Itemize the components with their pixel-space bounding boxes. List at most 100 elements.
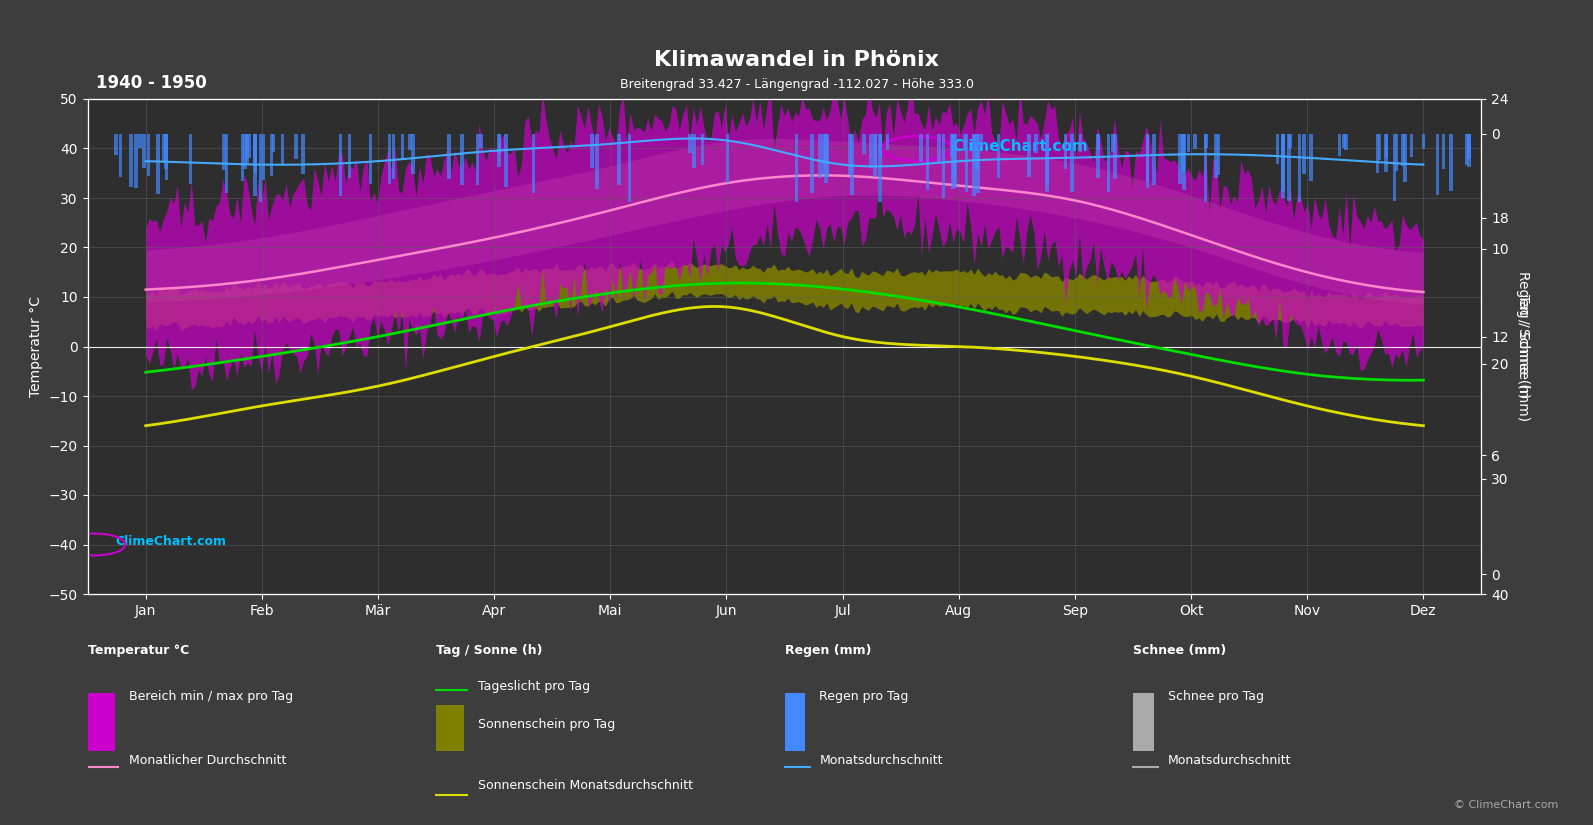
Text: © ClimeChart.com: © ClimeChart.com <box>1454 800 1558 810</box>
Y-axis label: Regen / Schnee (mm): Regen / Schnee (mm) <box>1515 271 1529 422</box>
Bar <box>188 134 193 185</box>
Bar <box>1112 134 1115 153</box>
Bar <box>726 134 730 183</box>
Bar <box>1343 134 1346 148</box>
Bar <box>997 134 1000 178</box>
Bar <box>1281 134 1286 150</box>
Bar <box>628 134 631 202</box>
Y-axis label: Tag / Sonne (h): Tag / Sonne (h) <box>1517 295 1529 398</box>
Bar <box>448 134 451 179</box>
Bar <box>1096 134 1101 149</box>
Bar <box>1402 134 1405 166</box>
Bar <box>1309 134 1313 182</box>
Bar <box>1064 134 1067 169</box>
Text: ClimeChart.com: ClimeChart.com <box>953 139 1088 153</box>
Bar <box>244 134 247 169</box>
Bar <box>851 134 854 195</box>
Bar <box>1410 134 1413 158</box>
Text: Monatlicher Durchschnitt: Monatlicher Durchschnitt <box>129 754 287 767</box>
Bar <box>1145 134 1150 188</box>
Bar <box>862 134 867 154</box>
Bar <box>241 134 244 182</box>
Bar <box>253 134 256 173</box>
Bar <box>401 134 405 159</box>
Bar <box>1034 134 1037 153</box>
Bar <box>847 134 852 175</box>
Bar <box>1464 134 1469 165</box>
Bar <box>980 134 983 148</box>
Bar <box>825 134 830 177</box>
Text: Klimawandel in Phönix: Klimawandel in Phönix <box>655 50 938 69</box>
Bar <box>476 134 479 185</box>
Bar <box>975 134 978 171</box>
FancyBboxPatch shape <box>436 705 464 751</box>
Bar <box>1114 134 1117 178</box>
Bar <box>532 134 535 194</box>
Bar <box>701 134 704 165</box>
Bar <box>1096 134 1101 178</box>
Bar <box>147 134 150 176</box>
Text: Regen (mm): Regen (mm) <box>785 644 871 657</box>
Bar <box>408 134 411 150</box>
Bar <box>139 134 142 148</box>
Bar <box>1435 134 1438 195</box>
Bar <box>1442 134 1445 168</box>
Text: Monatsdurchschnitt: Monatsdurchschnitt <box>1168 754 1292 767</box>
Text: 1940 - 1950: 1940 - 1950 <box>96 74 207 92</box>
Bar <box>972 134 977 152</box>
Bar <box>951 134 954 157</box>
Bar <box>977 134 980 193</box>
Bar <box>1281 134 1284 198</box>
Bar <box>1338 134 1341 156</box>
Bar <box>134 134 139 187</box>
Bar <box>1384 134 1388 172</box>
Bar <box>1384 134 1389 158</box>
Bar <box>616 134 621 185</box>
Bar <box>972 134 977 196</box>
Bar <box>1107 134 1110 192</box>
Bar <box>824 134 827 166</box>
Bar <box>875 134 878 167</box>
Text: ClimeChart.com: ClimeChart.com <box>115 535 226 548</box>
Bar <box>142 134 145 167</box>
Bar <box>886 134 889 149</box>
Bar <box>347 134 352 178</box>
Bar <box>795 134 798 202</box>
Bar <box>1467 134 1470 158</box>
Bar <box>964 134 967 150</box>
Bar <box>822 134 825 175</box>
Bar <box>505 134 508 186</box>
Bar <box>129 134 132 187</box>
Bar <box>1394 134 1399 171</box>
Bar <box>1289 134 1292 148</box>
Bar <box>937 134 941 163</box>
Bar <box>1450 134 1453 191</box>
Text: Temperatur °C: Temperatur °C <box>88 644 190 657</box>
Bar <box>1287 134 1290 201</box>
Text: Schnee pro Tag: Schnee pro Tag <box>1168 690 1263 703</box>
Text: Regen pro Tag: Regen pro Tag <box>819 690 908 703</box>
Bar <box>1070 134 1074 191</box>
FancyBboxPatch shape <box>88 693 115 751</box>
Bar <box>368 134 373 184</box>
Bar <box>878 134 881 201</box>
Bar <box>919 134 922 163</box>
Bar <box>258 134 261 202</box>
Bar <box>253 134 256 196</box>
FancyBboxPatch shape <box>1133 693 1153 751</box>
FancyBboxPatch shape <box>785 693 806 751</box>
Text: Schnee (mm): Schnee (mm) <box>1133 644 1227 657</box>
Bar <box>162 134 166 162</box>
Bar <box>269 134 272 177</box>
Bar <box>392 134 395 179</box>
Bar <box>1423 134 1426 149</box>
Bar <box>280 134 284 163</box>
Bar <box>295 134 298 159</box>
Bar <box>301 134 304 174</box>
Bar <box>1301 134 1306 174</box>
Bar <box>1152 134 1157 186</box>
Bar <box>479 134 483 148</box>
Bar <box>460 134 464 185</box>
Bar <box>1180 134 1185 172</box>
Bar <box>1145 134 1149 182</box>
